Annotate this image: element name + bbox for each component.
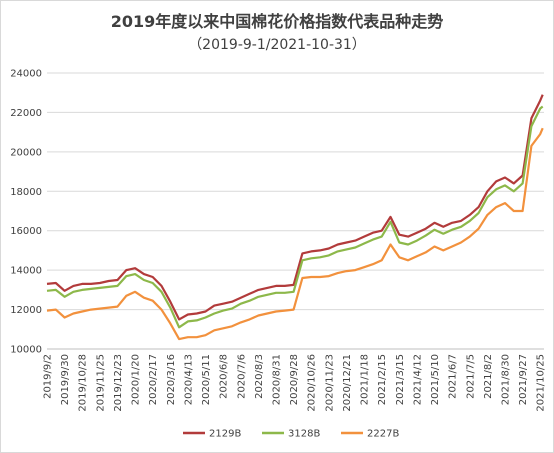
chart-title: 2019年度以来中国棉花价格指数代表品种走势 — [110, 12, 444, 31]
x-tick-label: 2021/3/15 — [395, 354, 406, 405]
x-tick-label: 2019/9/2 — [43, 354, 54, 399]
x-tick-label: 2021/7/5 — [465, 354, 476, 399]
y-tick-label: 22000 — [10, 108, 42, 119]
x-tick-label: 2020/8/3 — [254, 354, 265, 399]
x-axis: 2019/9/2 2019/9/30 2019/10/28 2019/11/25 201… — [43, 348, 547, 412]
x-tick-label: 2020/8/31 — [271, 354, 282, 405]
x-tick-label: 2020/4/13 — [183, 354, 194, 405]
y-tick-label: 24000 — [10, 69, 42, 80]
y-tick-label: 14000 — [10, 266, 42, 277]
y-tick-label: 10000 — [10, 345, 42, 356]
series-lines — [46, 94, 544, 341]
x-tick-label: 2019/9/30 — [60, 354, 71, 405]
x-tick-label: 2021/8/2 — [483, 354, 494, 399]
x-tick-label: 2021/1/18 — [360, 354, 371, 405]
x-tick-label: 2019/12/23 — [113, 354, 124, 412]
x-tick-label: 2020/7/6 — [236, 354, 247, 399]
x-tick-label: 2020/11/23 — [324, 354, 335, 412]
series-line-2129B — [46, 94, 544, 321]
series-line-2227B — [46, 127, 544, 341]
x-tick-label: 2020/5/11 — [201, 354, 212, 405]
x-tick-label: 2020/1/20 — [131, 354, 142, 405]
x-tick-label: 2020/10/26 — [307, 354, 318, 412]
x-tick-label: 2021/6/7 — [448, 354, 459, 399]
x-tick-label: 2021/8/30 — [500, 354, 511, 405]
y-axis-ticks: 24000 22000 20000 18000 16000 14000 12000 10000 — [10, 69, 42, 356]
x-tick-label: 2021/4/12 — [412, 354, 423, 405]
y-tick-label: 20000 — [10, 147, 42, 158]
x-tick-label: 2019/11/25 — [95, 354, 106, 412]
legend-label: 3128B — [288, 429, 320, 440]
legend-label: 2227B — [367, 429, 399, 440]
x-tick-label: 2021/5/10 — [430, 354, 441, 405]
x-tick-label: 2021/2/15 — [377, 354, 388, 405]
legend-label: 2129B — [209, 429, 241, 440]
y-tick-label: 18000 — [10, 187, 42, 198]
chart-subtitle: （2019-9-1/2021-10-31） — [188, 37, 366, 53]
legend: 2129B 3128B 2227B — [183, 429, 399, 440]
gridlines — [47, 72, 544, 350]
x-tick-label: 2020/12/21 — [342, 354, 353, 412]
x-tick-label: 2020/2/17 — [148, 354, 159, 405]
x-tick-label: 2020/9/28 — [289, 354, 300, 405]
x-tick-label: 2021/9/27 — [518, 354, 529, 405]
y-tick-label: 12000 — [10, 305, 42, 316]
x-tick-label: 2019/10/28 — [78, 354, 89, 412]
x-tick-label: 2020/3/16 — [166, 354, 177, 405]
x-tick-label: 2021/10/25 — [536, 354, 547, 412]
x-tick-label: 2020/6/8 — [219, 354, 230, 399]
y-tick-label: 16000 — [10, 226, 42, 237]
series-line-3128B — [46, 105, 544, 329]
